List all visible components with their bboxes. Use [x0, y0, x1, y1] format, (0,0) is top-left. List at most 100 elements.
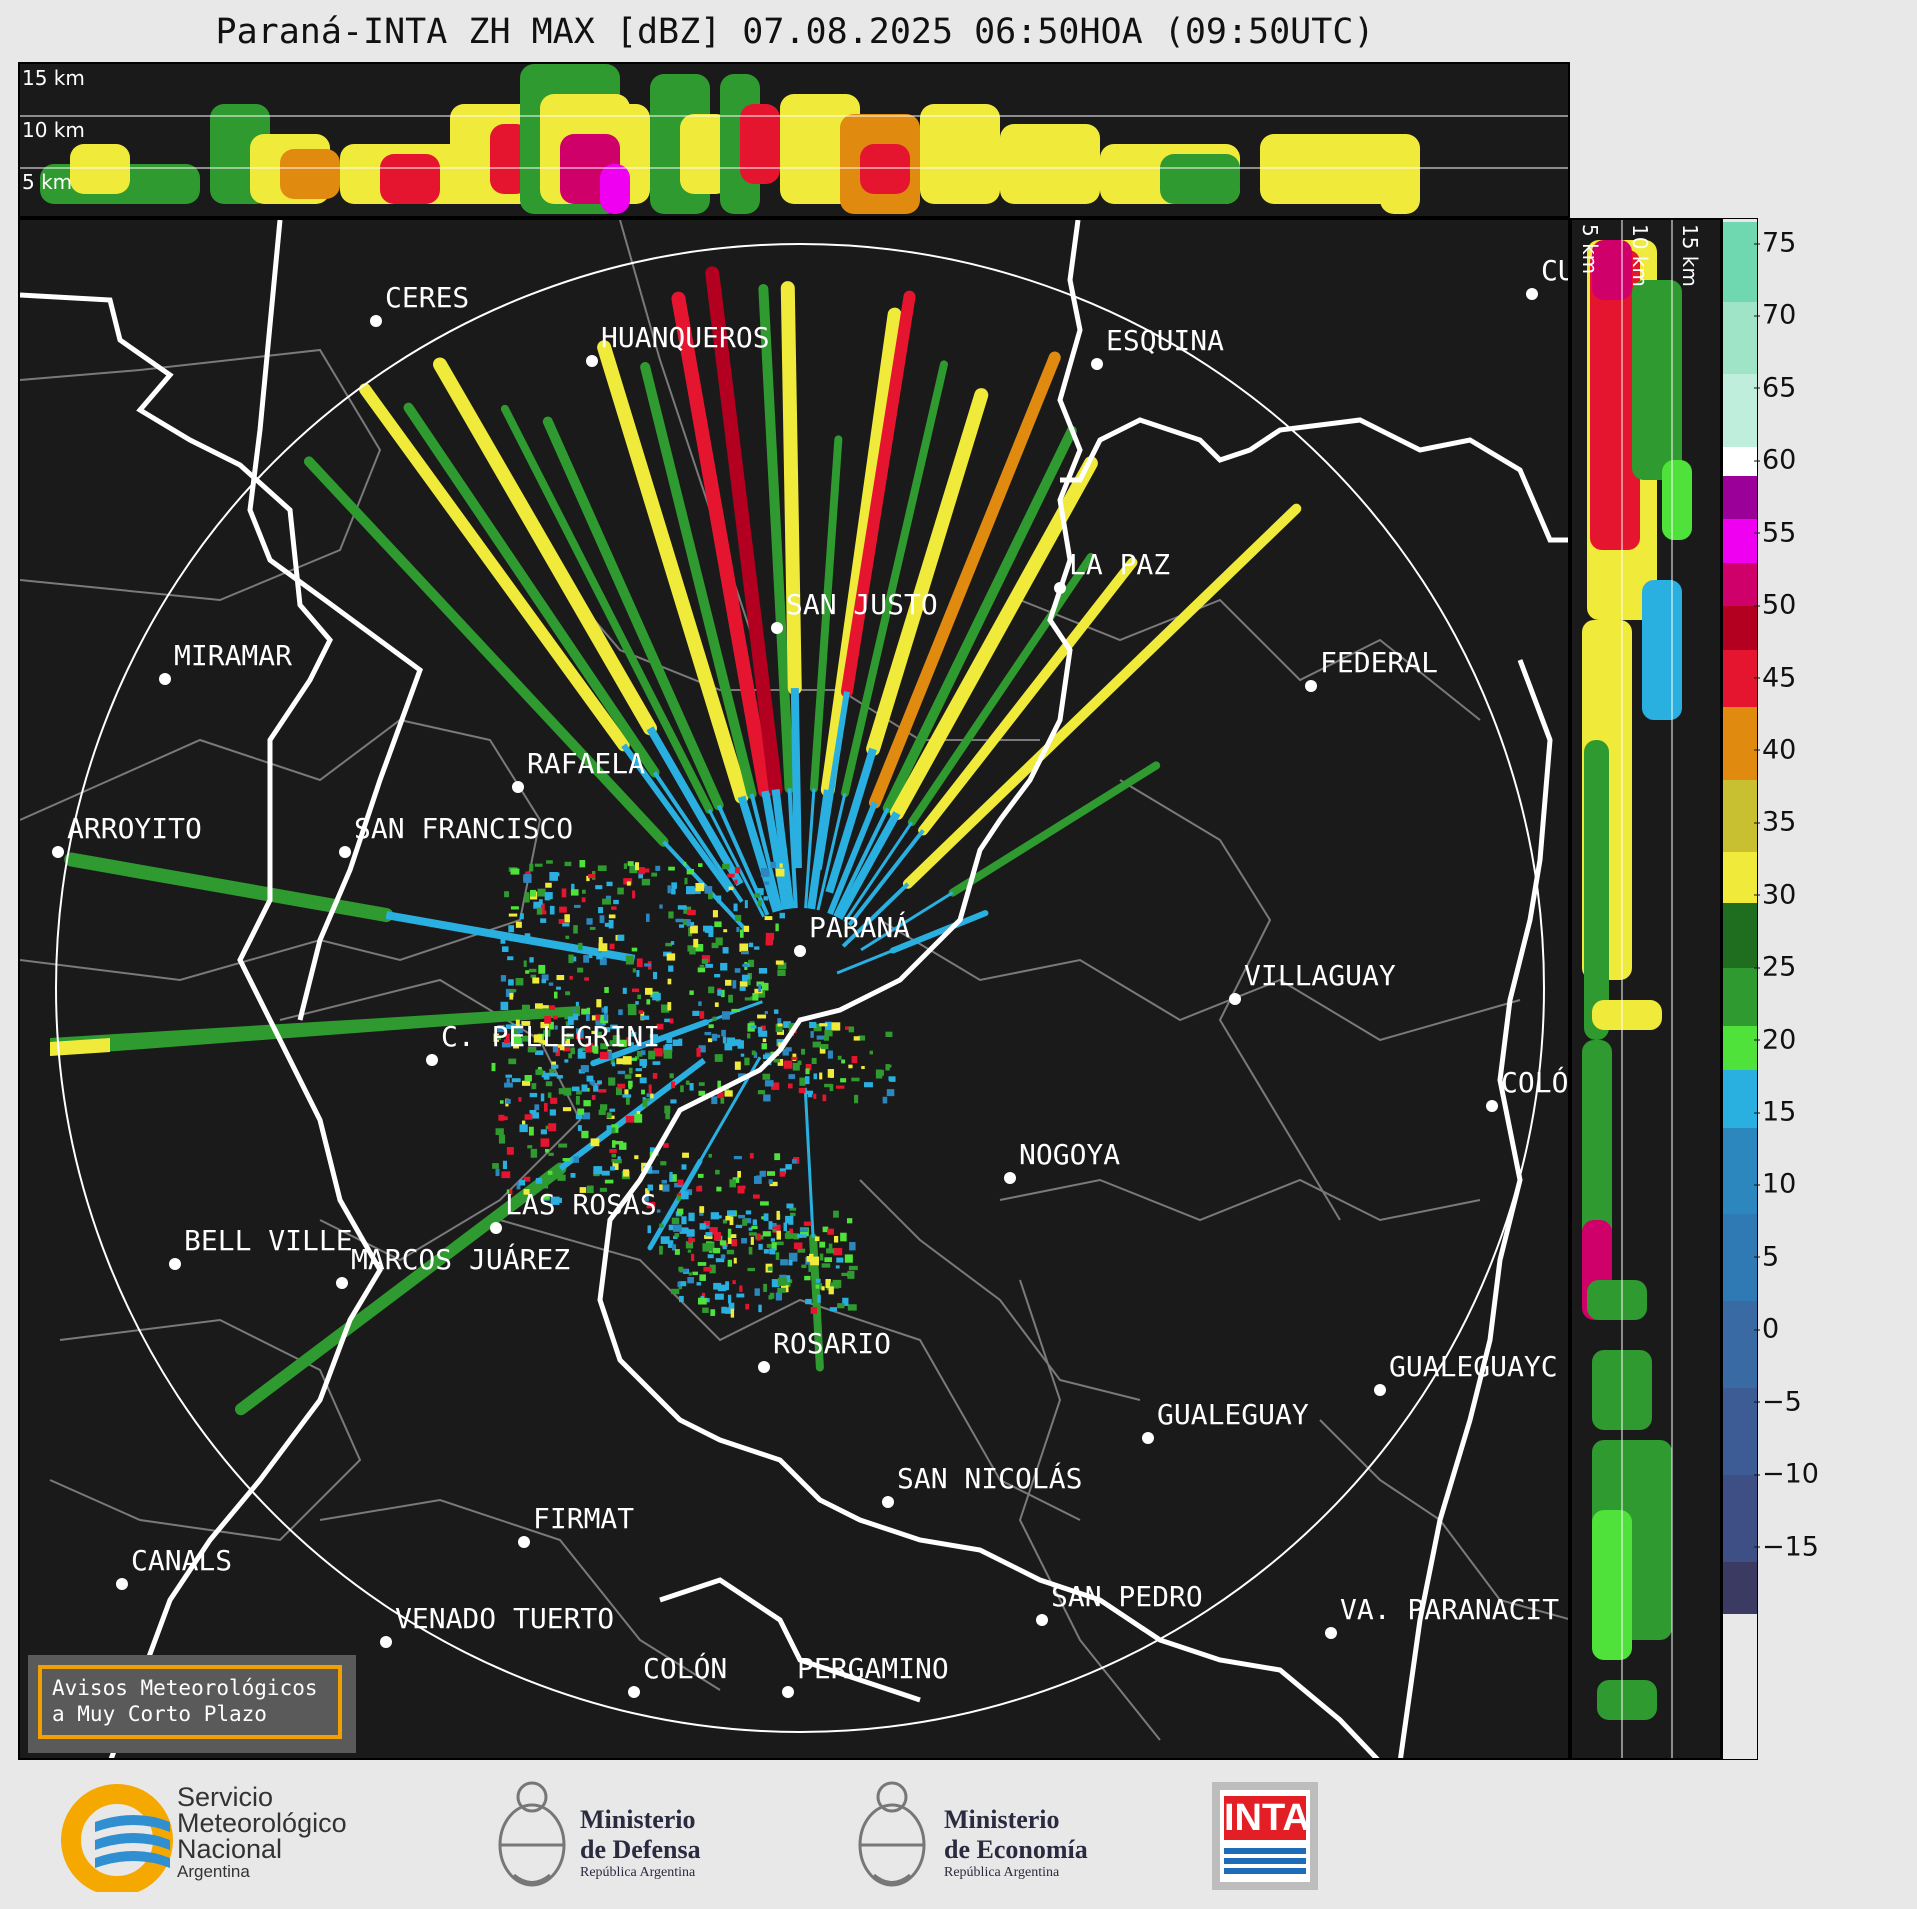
clutter-echo: [609, 1108, 616, 1112]
boundary-line: [20, 348, 382, 602]
clutter-echo: [835, 1265, 840, 1269]
clutter-echo: [499, 1100, 504, 1104]
colorbar-band: [1723, 1388, 1757, 1477]
city-label: CANALS: [131, 1544, 232, 1577]
clutter-echo: [779, 1171, 786, 1177]
clutter-echo: [543, 1195, 550, 1200]
clutter-echo: [699, 1274, 706, 1281]
clutter-echo: [557, 1044, 565, 1051]
clutter-echo: [686, 886, 695, 895]
clutter-echo: [576, 1028, 582, 1034]
clutter-echo: [575, 1001, 579, 1007]
clutter-echo: [760, 868, 769, 877]
clutter-echo: [497, 1024, 505, 1033]
clutter-echo: [521, 1080, 531, 1086]
clutter-echo: [519, 1124, 528, 1133]
radar-range-ring: [55, 243, 1545, 1733]
clutter-echo: [827, 1068, 835, 1078]
colorbar-tick-label: 25: [1753, 951, 1797, 983]
clutter-echo: [549, 1021, 554, 1030]
clutter-echo: [597, 1080, 602, 1085]
echo-ray-inner: [749, 793, 783, 911]
clutter-echo: [630, 1042, 634, 1046]
clutter-echo: [828, 1243, 833, 1252]
clutter-echo: [847, 1270, 855, 1279]
clutter-echo: [776, 1241, 784, 1246]
city-marker: [159, 673, 171, 685]
clutter-echo: [744, 1057, 750, 1066]
clutter-echo: [519, 913, 524, 920]
clutter-echo: [659, 1245, 663, 1255]
clutter-echo: [773, 1009, 779, 1014]
clutter-echo: [815, 1284, 820, 1289]
clutter-echo: [563, 1087, 572, 1096]
clutter-echo: [757, 1026, 763, 1034]
clutter-echo: [586, 918, 593, 925]
clutter-echo: [708, 891, 713, 900]
clutter-echo: [801, 1048, 806, 1055]
clutter-echo: [581, 1008, 588, 1015]
clutter-echo: [635, 862, 640, 871]
clutter-echo: [689, 946, 696, 955]
clutter-echo: [805, 1076, 810, 1085]
clutter-echo: [667, 885, 671, 894]
clutter-echo: [775, 1023, 783, 1033]
clutter-echo: [712, 910, 718, 918]
clutter-echo: [671, 882, 677, 889]
clutter-echo: [688, 1212, 695, 1222]
city-marker: [1305, 680, 1317, 692]
clutter-echo: [605, 895, 612, 901]
clutter-echo: [625, 955, 634, 965]
clutter-echo: [628, 1067, 633, 1074]
side-echo: [1590, 250, 1640, 550]
clutter-echo: [498, 1114, 505, 1121]
clutter-echo: [667, 1002, 672, 1011]
clutter-echo: [540, 1022, 549, 1029]
clutter-echo: [763, 1213, 769, 1221]
clutter-echo: [562, 1107, 572, 1112]
clutter-echo: [837, 1303, 845, 1309]
clutter-echo: [750, 1236, 754, 1245]
clutter-echo: [565, 1037, 571, 1047]
clutter-echo: [611, 1127, 616, 1134]
clutter-echo: [590, 1138, 600, 1147]
boundary-line: [1119, 779, 1341, 1221]
clutter-echo: [638, 872, 644, 879]
clutter-echo: [846, 1218, 853, 1224]
clutter-echo: [714, 1002, 719, 1007]
clutter-echo: [727, 1210, 736, 1216]
colorbar-band: [1723, 779, 1757, 854]
clutter-echo: [586, 1042, 593, 1051]
clutter-echo: [624, 1089, 629, 1095]
clutter-echo: [495, 1128, 504, 1136]
clutter-echo: [752, 1194, 760, 1199]
clutter-echo: [782, 1048, 789, 1056]
clutter-echo: [827, 1050, 833, 1059]
top-echo: [600, 164, 630, 214]
clutter-echo: [565, 991, 571, 996]
clutter-echo: [596, 954, 603, 960]
echo-ray: [647, 1158, 703, 1251]
colorbar-tick-label: 70: [1753, 299, 1797, 331]
clutter-echo: [581, 1130, 589, 1139]
clutter-echo: [616, 1058, 624, 1065]
clutter-echo: [798, 1087, 806, 1094]
clutter-echo: [739, 943, 749, 952]
colorbar-tick-label: 60: [1753, 444, 1797, 476]
clutter-echo: [688, 1237, 693, 1243]
clutter-echo: [842, 1297, 849, 1306]
clutter-echo: [716, 1186, 722, 1192]
city-label: VA. PARANACIT: [1340, 1593, 1559, 1626]
city-label: FEDERAL: [1320, 646, 1438, 679]
clutter-echo: [543, 1102, 548, 1112]
clutter-echo: [571, 1008, 576, 1012]
clutter-echo: [679, 1295, 684, 1303]
echo-ray: [359, 383, 630, 752]
clutter-echo: [763, 1249, 769, 1254]
city-marker: [1142, 1432, 1154, 1444]
colorbar-tick-label: 0: [1753, 1313, 1780, 1345]
clutter-echo: [815, 1278, 821, 1283]
clutter-echo: [742, 963, 748, 967]
clutter-echo: [684, 877, 688, 885]
echo-ray: [500, 404, 714, 814]
